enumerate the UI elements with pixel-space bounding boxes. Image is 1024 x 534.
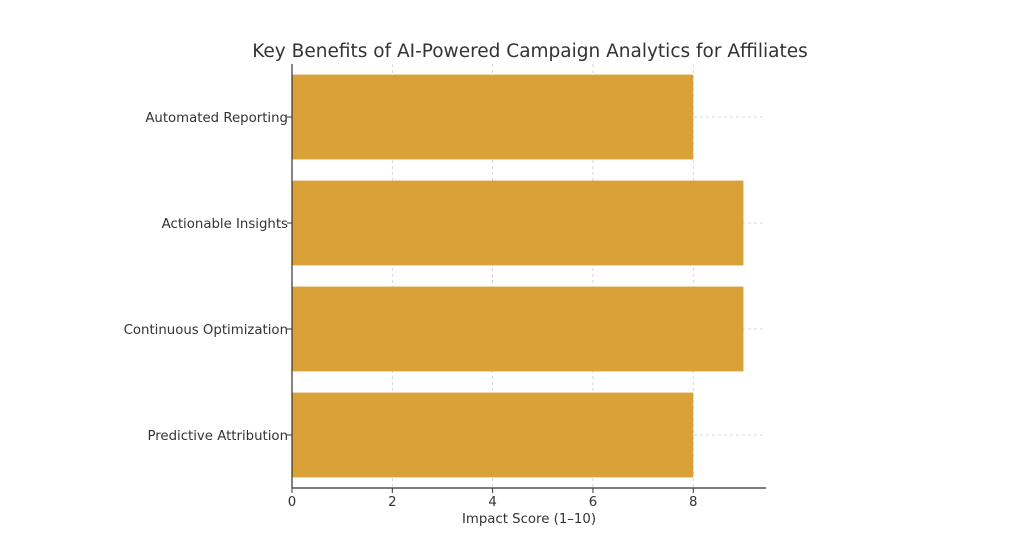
bar [292, 74, 694, 160]
bar [292, 392, 694, 478]
bar [292, 180, 744, 266]
x-ticks: 0 2 4 6 8 [287, 116, 698, 510]
x-tick-label: 0 [288, 495, 296, 510]
category-label: Automated Reporting [145, 111, 288, 126]
category-label: Actionable Insights [162, 217, 288, 232]
x-tick-label: 6 [589, 495, 597, 510]
x-tick-label: 4 [488, 495, 496, 510]
category-label: Predictive Attribution [147, 429, 288, 444]
x-axis-label: Impact Score (1–10) [462, 512, 596, 527]
x-tick-label: 8 [689, 495, 697, 510]
bars [292, 74, 744, 478]
chart-title: Key Benefits of AI-Powered Campaign Anal… [252, 41, 808, 62]
category-labels: Predictive Attribution Continuous Optimiz… [124, 111, 288, 444]
bar [292, 286, 744, 372]
x-tick-label: 2 [388, 495, 396, 510]
category-label: Continuous Optimization [124, 323, 288, 338]
